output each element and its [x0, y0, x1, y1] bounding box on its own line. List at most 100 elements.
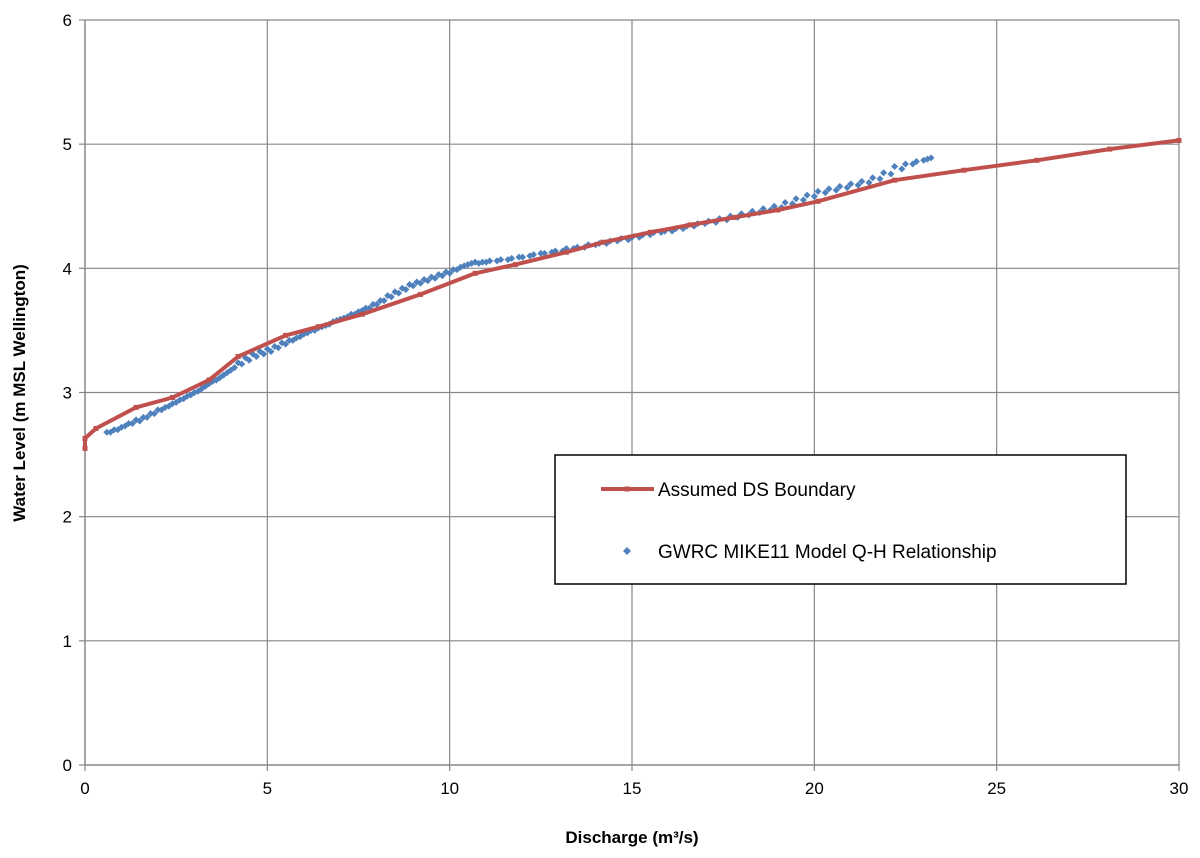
y-tick-label: 3 [63, 384, 72, 403]
scatter-point [252, 352, 260, 360]
scatter-point [296, 333, 304, 341]
line-marker [892, 177, 898, 183]
line-marker [512, 262, 518, 268]
x-tick-label: 10 [440, 779, 459, 798]
line-marker [687, 222, 693, 228]
line-marker [563, 249, 569, 255]
y-axis-title: Water Level (m MSL Wellington) [10, 264, 29, 522]
scatter-point [836, 182, 844, 190]
scatter-point [369, 300, 377, 308]
scatter-point [891, 163, 899, 171]
scatter-point [508, 254, 516, 262]
scatter-point [114, 426, 122, 434]
scatter-point [478, 258, 486, 266]
scatter-point [515, 253, 523, 261]
legend-box [554, 454, 1127, 585]
scatter-point [274, 344, 282, 352]
scatter-point [245, 356, 253, 364]
y-tick-label: 5 [63, 135, 72, 154]
line-marker [600, 239, 606, 245]
tick-labels: 0 5 10 15 20 25 30 0 1 2 3 4 5 6 [63, 11, 1189, 798]
legend: Assumed DS Boundary GWRC MIKE11 Model Q-… [554, 454, 1127, 585]
line-marker [170, 394, 176, 400]
scatter-point [223, 369, 231, 377]
scatter-point [420, 276, 428, 284]
scatter-point [887, 170, 895, 178]
scatter-point [792, 195, 800, 203]
line-marker [359, 311, 365, 317]
scatter-point [843, 184, 851, 192]
scatter-point [427, 273, 435, 281]
legend-label-assumed-ds-boundary: Assumed DS Boundary [658, 480, 856, 501]
scatter-point [289, 336, 297, 344]
scatter-point [858, 177, 866, 185]
scatter-point [912, 158, 920, 166]
scatter-point [107, 428, 115, 436]
scatter-point [398, 284, 406, 292]
line-marker [82, 445, 88, 451]
scatter-point [537, 249, 545, 257]
scatter-point [282, 340, 290, 348]
x-tick-label: 25 [987, 779, 1006, 798]
scatter-point [854, 181, 862, 189]
scatter-point [821, 189, 829, 197]
y-tick-label: 1 [63, 632, 72, 651]
scatter-point [139, 413, 147, 421]
line-marker [815, 198, 821, 204]
line-marker [472, 270, 478, 276]
scatter-point [150, 410, 158, 418]
scatter-point [179, 395, 187, 403]
scatter-point [519, 253, 527, 261]
series [82, 137, 1182, 451]
scatter-point [442, 268, 450, 276]
x-tick-label: 5 [263, 779, 272, 798]
line-marker [961, 167, 967, 173]
scatter-point [194, 387, 202, 395]
scatter-point [923, 155, 931, 163]
line-marker [93, 426, 99, 432]
scatter-point [136, 417, 144, 425]
line-marker [417, 291, 423, 297]
scatter-point [869, 174, 877, 182]
y-tick-label: 6 [63, 11, 72, 30]
scatter-point [471, 258, 479, 266]
scatter-point [464, 261, 472, 269]
scatter-point [154, 406, 162, 414]
scatter-point [898, 165, 906, 173]
scatter-point [876, 175, 884, 183]
axes [79, 19, 1180, 771]
scatter-point [406, 280, 414, 288]
line-marker [315, 324, 321, 330]
scatter-point [165, 402, 173, 410]
scatter-point [814, 187, 822, 195]
scatter-point [128, 420, 136, 428]
x-tick-label: 20 [805, 779, 824, 798]
scatter-point [810, 192, 818, 200]
scatter-point [391, 288, 399, 296]
legend-marker-assumed-ds-boundary [624, 486, 630, 492]
y-tick-label: 2 [63, 508, 72, 527]
scatter-point [435, 271, 443, 279]
scatter-point [143, 413, 151, 421]
scatter-point [486, 257, 494, 265]
scatter-point [376, 297, 384, 305]
scatter-point [158, 406, 166, 414]
y-tick-label: 4 [63, 259, 72, 278]
scatter-point [216, 374, 224, 382]
line-marker [235, 353, 241, 359]
scatter-point [902, 160, 909, 168]
scatter-point [172, 398, 180, 406]
line-marker [731, 214, 737, 220]
scatter-point [880, 169, 888, 177]
scatter-point [530, 251, 538, 259]
line-marker [206, 377, 212, 383]
x-axis-title: Discharge (m³/s) [565, 828, 698, 847]
scatter-point [847, 180, 855, 188]
scatter-point [799, 196, 807, 204]
line-marker [82, 435, 88, 441]
scatter-point [362, 304, 370, 312]
line-marker [1034, 157, 1040, 163]
scatter-point [497, 256, 505, 264]
